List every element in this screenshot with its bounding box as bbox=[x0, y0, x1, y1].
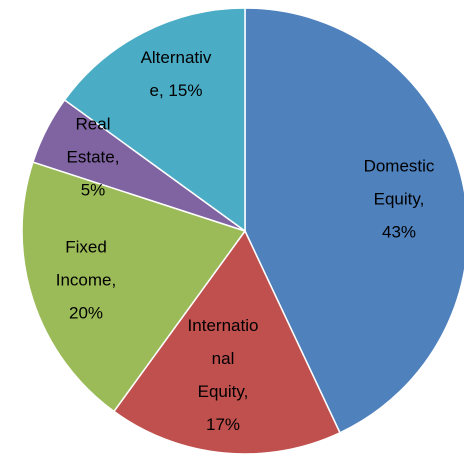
slice-label: Fixed Income, 20% bbox=[55, 237, 117, 323]
slice-label: Real Estate, 5% bbox=[66, 114, 120, 200]
pie-slice bbox=[244, 7, 464, 434]
slice-label: Domestic Equity, 43% bbox=[363, 156, 435, 242]
pie-slice bbox=[112, 229, 341, 455]
pie-slice bbox=[63, 7, 246, 233]
slice-label: International Equity, 17% bbox=[187, 316, 259, 434]
pie-slice bbox=[21, 161, 247, 413]
slice-label: Alternative, 15% bbox=[140, 48, 212, 100]
